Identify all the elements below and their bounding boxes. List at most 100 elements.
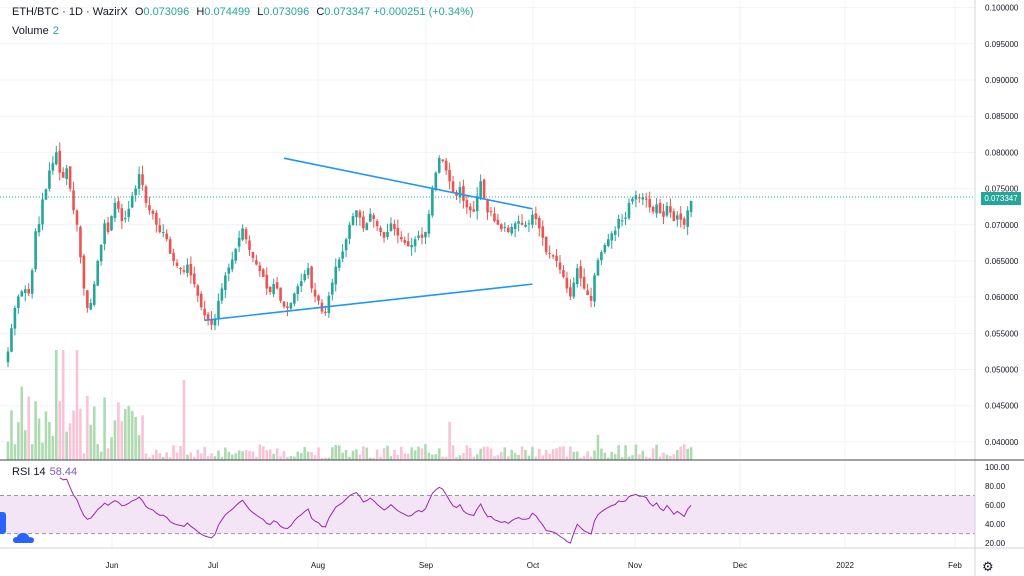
volume-bar (424, 444, 427, 460)
candle-body (462, 185, 465, 201)
time-tick-label: Nov (628, 561, 642, 570)
volume-bar (230, 454, 234, 460)
candle-body (58, 150, 62, 173)
candle-body (41, 199, 44, 225)
candle-body (472, 209, 476, 212)
candle-body (417, 235, 420, 238)
volume-bar (562, 446, 565, 460)
candle-body (517, 221, 520, 224)
volume-bar (168, 457, 172, 460)
volume-bar (127, 406, 131, 460)
candle-body (275, 282, 279, 289)
rsi-tick-label: 100.00 (985, 463, 1010, 472)
candle-body (106, 222, 110, 232)
cloud-icon[interactable] (12, 531, 36, 545)
volume-bar (482, 446, 486, 460)
volume-bar (55, 350, 58, 460)
volume-bar (444, 456, 448, 460)
candle-body (396, 227, 400, 236)
volume-bar (655, 444, 658, 460)
candle-body (161, 232, 165, 233)
volume-bar (548, 453, 551, 460)
candle-body (68, 166, 72, 189)
candle-body (37, 224, 41, 233)
candle-body (34, 231, 37, 270)
candle-body (27, 288, 30, 294)
candle-body (593, 275, 596, 302)
volume-bar (27, 396, 30, 460)
candle-body (186, 264, 189, 273)
candle-body (262, 269, 265, 277)
candle-body (327, 295, 331, 314)
price-tick-label: 0.095000 (985, 40, 1019, 49)
volume-bar (358, 454, 362, 460)
candle-body (75, 210, 79, 225)
volume-bar (617, 445, 620, 460)
candle-body (617, 218, 620, 229)
volume-bar (534, 456, 538, 460)
rsi-tick-label: 40.00 (985, 520, 1006, 529)
price-tick-label: 0.070000 (985, 221, 1019, 230)
volume-bar (130, 411, 134, 460)
candle-body (676, 215, 679, 220)
volume-bar (23, 430, 27, 460)
volume-bar (375, 449, 379, 460)
rsi-line (59, 477, 692, 544)
candle-body (627, 203, 631, 219)
volume-legend[interactable]: Volume 2 (12, 25, 59, 37)
interval-label[interactable]: 1D (68, 6, 83, 18)
price-tick-label: 0.055000 (985, 329, 1019, 338)
volume-bar (141, 415, 144, 460)
volume-bar (175, 452, 179, 460)
candle-body (607, 239, 610, 247)
candle-body (375, 221, 379, 227)
candle-body (199, 293, 203, 308)
candle-body (248, 240, 251, 251)
candle-body (413, 239, 417, 247)
candle-body (220, 288, 224, 301)
volume-bar (382, 448, 386, 460)
candle-body (651, 206, 655, 212)
volume-bar (172, 445, 175, 460)
candle-body (158, 225, 162, 232)
candle-body (541, 226, 545, 238)
candle-body (268, 286, 272, 293)
candle-body (434, 172, 438, 191)
candle-body (641, 197, 645, 200)
symbol-name[interactable]: ETH/BTC (12, 6, 60, 18)
volume-bar (320, 457, 324, 460)
volume-bar (61, 350, 65, 460)
volume-bar (613, 454, 617, 460)
candle-body (313, 289, 317, 297)
volume-bar (86, 395, 89, 460)
candle-body (444, 160, 448, 171)
candle-body (148, 205, 151, 211)
candle-body (124, 218, 127, 220)
candle-body (265, 274, 269, 289)
volume-bar (241, 451, 244, 460)
candle-body (465, 200, 469, 208)
volume-bar (441, 456, 444, 460)
volume-bar (631, 455, 634, 460)
candle-body (99, 245, 103, 262)
volume-bar (306, 451, 310, 460)
volume-bar (106, 448, 110, 460)
volume-bar (627, 456, 631, 460)
volume-bar (651, 448, 655, 460)
rsi-value: 58.44 (49, 466, 78, 478)
volume-bar (82, 453, 86, 460)
volume-bar (117, 402, 120, 460)
volume-bar (103, 397, 106, 460)
candle-body (686, 210, 689, 227)
rsi-legend[interactable]: RSI 14 58.44 (12, 466, 77, 478)
volume-bar (682, 444, 686, 460)
gear-icon[interactable]: ⚙ (982, 560, 994, 575)
volume-bar (351, 450, 355, 460)
candle-body (251, 251, 255, 259)
candle-body (582, 276, 586, 289)
pane-resize-handle[interactable] (0, 512, 6, 534)
volume-bar (313, 455, 317, 460)
volume-value: 2 (52, 25, 59, 37)
candle-body (510, 226, 513, 234)
